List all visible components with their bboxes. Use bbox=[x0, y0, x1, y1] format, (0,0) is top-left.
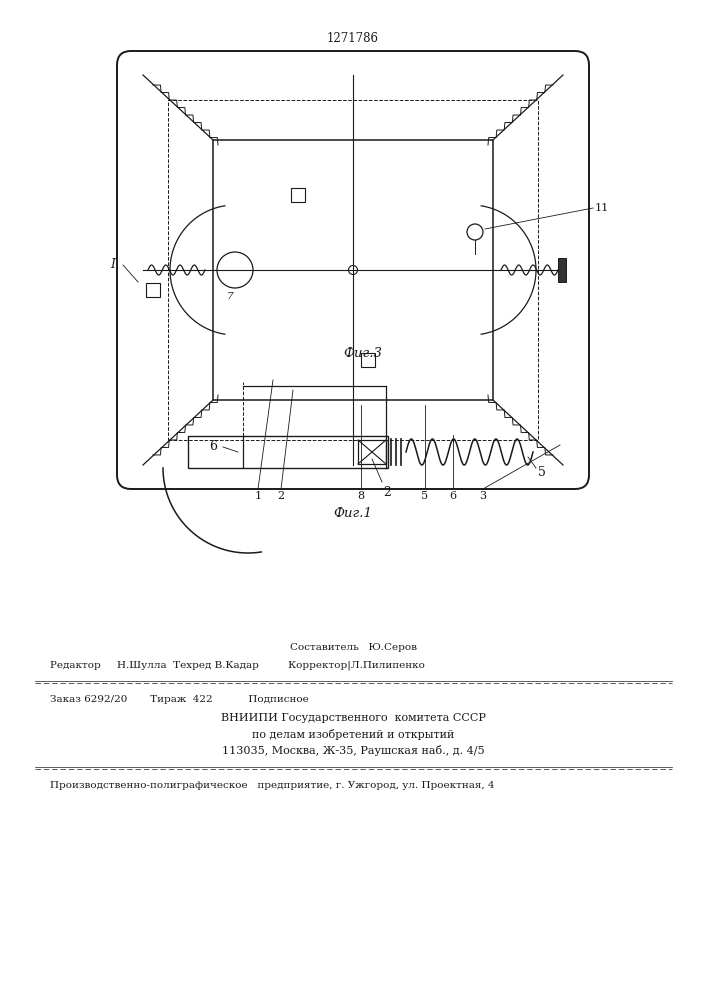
Text: 11: 11 bbox=[595, 203, 609, 213]
Text: 2: 2 bbox=[383, 486, 391, 499]
Text: 8: 8 bbox=[358, 491, 365, 501]
Text: I: I bbox=[110, 258, 115, 271]
Bar bbox=[291, 188, 305, 202]
Text: 6: 6 bbox=[209, 440, 217, 454]
Text: 2: 2 bbox=[277, 491, 284, 501]
Text: Заказ 6292/20       Тираж  422           Подписное: Заказ 6292/20 Тираж 422 Подписное bbox=[50, 696, 309, 704]
Text: Производственно-полиграфическое   предприятие, г. Ужгород, ул. Проектная, 4: Производственно-полиграфическое предприя… bbox=[50, 782, 494, 790]
Text: Редактор     Н.Шулла  Техред В.Кадар         Корректор|Л.Пилипенко: Редактор Н.Шулла Техред В.Кадар Корректо… bbox=[50, 660, 425, 670]
Text: 5: 5 bbox=[421, 491, 428, 501]
Bar bbox=[146, 283, 160, 297]
Bar bbox=[361, 353, 375, 367]
Text: 1: 1 bbox=[255, 491, 262, 501]
Bar bbox=[188, 436, 388, 468]
Text: 6: 6 bbox=[450, 491, 457, 501]
Bar bbox=[358, 440, 386, 464]
Text: 113035, Москва, Ж-35, Раушская наб., д. 4/5: 113035, Москва, Ж-35, Раушская наб., д. … bbox=[222, 744, 484, 756]
Text: Фиг.3: Фиг.3 bbox=[344, 347, 382, 360]
Text: 5: 5 bbox=[538, 466, 546, 479]
Text: Составитель   Ю.Серов: Составитель Ю.Серов bbox=[289, 643, 416, 652]
Text: ВНИИПИ Государственного  комитета СССР: ВНИИПИ Государственного комитета СССР bbox=[221, 713, 486, 723]
Text: 1271786: 1271786 bbox=[327, 32, 379, 45]
Bar bbox=[213, 140, 493, 400]
Text: 3: 3 bbox=[479, 491, 486, 501]
Text: 7: 7 bbox=[227, 292, 233, 301]
Bar bbox=[558, 258, 566, 282]
Text: Фиг.1: Фиг.1 bbox=[334, 507, 373, 520]
Bar bbox=[168, 100, 538, 440]
Text: по делам изобретений и открытий: по делам изобретений и открытий bbox=[252, 728, 454, 740]
